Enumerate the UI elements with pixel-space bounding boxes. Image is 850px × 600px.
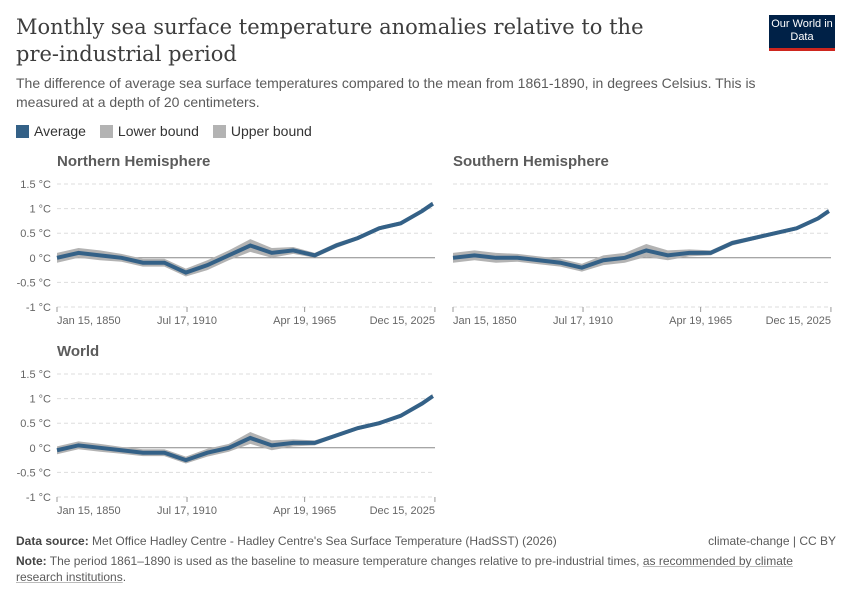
footer: Data source: Met Office Hadley Centre - … [16,533,836,585]
note-label: Note: [16,554,47,568]
x-tick-label: Dec 15, 2025 [766,315,831,327]
y-tick-label: 1.5 °C [20,369,51,381]
x-tick-label: Dec 15, 2025 [370,505,435,517]
x-tick-label: Apr 19, 1965 [669,315,732,327]
source-label: Data source: [16,534,89,548]
note-end: . [122,570,127,584]
panel-title: World [57,343,99,360]
y-tick-label: -0.5 °C [17,277,51,289]
owid-logo[interactable]: Our World in Data [769,15,835,51]
average-line [452,209,830,270]
x-tick-label: Jan 15, 1850 [453,315,517,327]
x-tick-label: Jan 15, 1850 [57,315,121,327]
legend-item-lower-bound[interactable]: Lower bound [99,123,199,139]
y-tick-label: 0 °C [29,253,51,265]
legend-swatch [212,124,226,138]
x-tick-label: Jan 15, 1850 [57,505,121,517]
y-tick-label: -1 °C [26,492,51,504]
x-tick-label: Jul 17, 1910 [157,505,217,517]
y-tick-label: -1 °C [26,302,51,314]
legend-swatch [99,124,113,138]
source-text: Met Office Hadley Centre - Hadley Centre… [92,534,557,548]
x-tick-label: Apr 19, 1965 [273,505,336,517]
chart-panel-world: World -1 °C -0.5 °C 0 °C 0.5 °C 1 °C 1.5 °C Jan… [17,343,436,517]
note-text: The period 1861–1890 is used as the base… [49,554,643,568]
panel-title: Southern Hemisphere [453,153,609,170]
x-tick-label: Dec 15, 2025 [370,315,435,327]
y-tick-label: 1.5 °C [20,179,51,191]
x-tick-label: Apr 19, 1965 [273,315,336,327]
legend-label: Lower bound [117,123,199,139]
average-line [56,394,434,463]
legend-label: Average [34,123,86,139]
y-tick-label: 1 °C [29,394,51,406]
legend-item-average[interactable]: Average [16,123,86,139]
bound-band [57,394,433,464]
legend: Average Lower bound Upper bound [16,123,312,139]
chart-panel-northern-hemisphere: Northern Hemisphere -1 °C -0.5 °C 0 °C 0.5 °… [17,153,436,327]
note-link[interactable]: as recommended by climate research insti… [16,554,793,584]
bound-band [57,201,433,277]
bound-band [453,209,829,272]
legend-item-upper-bound[interactable]: Upper bound [212,123,312,139]
chart-subtitle: The difference of average sea surface te… [16,75,756,110]
license-text[interactable]: climate-change | CC BY [708,534,836,548]
y-tick-label: -0.5 °C [17,467,51,479]
legend-swatch [16,124,29,138]
y-tick-label: 1 °C [29,204,51,216]
legend-label: Upper bound [230,123,312,139]
y-tick-label: 0.5 °C [20,418,51,430]
panel-title: Northern Hemisphere [57,153,210,170]
y-tick-label: 0.5 °C [20,228,51,240]
average-line [56,202,434,275]
chart-title: Monthly sea surface temperature anomalie… [16,15,644,66]
x-tick-label: Jul 17, 1910 [157,315,217,327]
chart-panel-southern-hemisphere: Southern Hemisphere Jan 15, 1850 Jul 17, 1… [452,153,832,327]
x-tick-label: Jul 17, 1910 [553,315,613,327]
y-tick-label: 0 °C [29,443,51,455]
